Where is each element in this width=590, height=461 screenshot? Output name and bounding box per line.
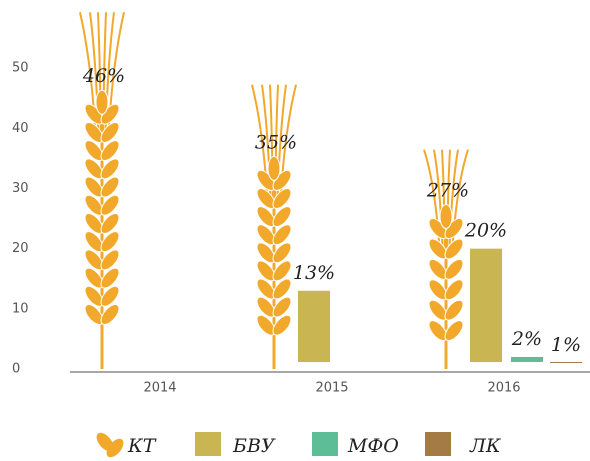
wheat-grain <box>444 279 464 301</box>
wheat-grain <box>100 231 120 253</box>
wheat-grain <box>100 140 120 162</box>
bar <box>298 290 330 362</box>
y-tick-label: 0 <box>12 362 20 377</box>
y-tick-label: 10 <box>12 301 29 316</box>
wheat-grain <box>272 260 292 282</box>
legend-icon <box>96 432 124 458</box>
wheat-grain <box>100 121 120 143</box>
value-label: 35% <box>255 131 297 153</box>
value-label: 46% <box>82 65 125 87</box>
wheat-grain <box>100 249 120 271</box>
wheat-grain <box>439 204 453 230</box>
wheat-grain <box>95 89 109 115</box>
y-tick-label: 50 <box>12 61 29 76</box>
wheat-grain <box>100 267 120 289</box>
y-tick-label: 40 <box>12 121 29 136</box>
x-tick-label: 2014 <box>143 381 176 396</box>
legend-label: ЛК <box>469 435 502 457</box>
legend-grain <box>106 438 124 458</box>
legend-label: БВУ <box>232 435 276 457</box>
wheat-grain <box>100 158 120 180</box>
wheat-mark <box>423 149 469 369</box>
y-tick-label: 30 <box>12 181 29 196</box>
wheat-grain <box>100 304 120 325</box>
wheat-grain <box>444 299 464 321</box>
x-tick-label: 2016 <box>487 381 520 396</box>
wheat-grain <box>100 194 120 216</box>
value-label: 2% <box>511 328 542 350</box>
wheat-grain <box>272 224 292 246</box>
bar <box>550 362 582 363</box>
wheat-mark <box>79 12 125 369</box>
wheat-grain <box>272 296 292 318</box>
wheat-mark <box>251 84 297 369</box>
x-tick-label: 2015 <box>315 381 348 396</box>
value-label: 13% <box>293 262 335 284</box>
wheat-grain <box>272 188 292 209</box>
wheat-grain <box>267 155 281 181</box>
wheat-grain <box>272 242 292 264</box>
wheat-grain <box>272 278 292 300</box>
legend-label: МФО <box>347 435 399 457</box>
wheat-grain <box>100 213 120 234</box>
y-tick-label: 20 <box>12 241 29 256</box>
wheat-grain <box>444 320 464 342</box>
legend-swatch <box>425 432 451 456</box>
wheat-grain <box>272 206 292 228</box>
wheat-grain <box>100 176 120 198</box>
bar <box>470 248 502 362</box>
value-label: 27% <box>426 180 469 202</box>
value-label: 20% <box>464 220 507 242</box>
bar <box>511 356 543 362</box>
legend-swatch <box>195 432 221 456</box>
value-label: 1% <box>551 334 581 356</box>
wheat-grain <box>444 258 464 280</box>
wheat-grain <box>100 285 120 307</box>
wheat-grain <box>444 238 464 260</box>
legend-label: КТ <box>127 435 157 457</box>
wheat-grain <box>272 314 292 336</box>
legend-swatch <box>312 432 338 456</box>
